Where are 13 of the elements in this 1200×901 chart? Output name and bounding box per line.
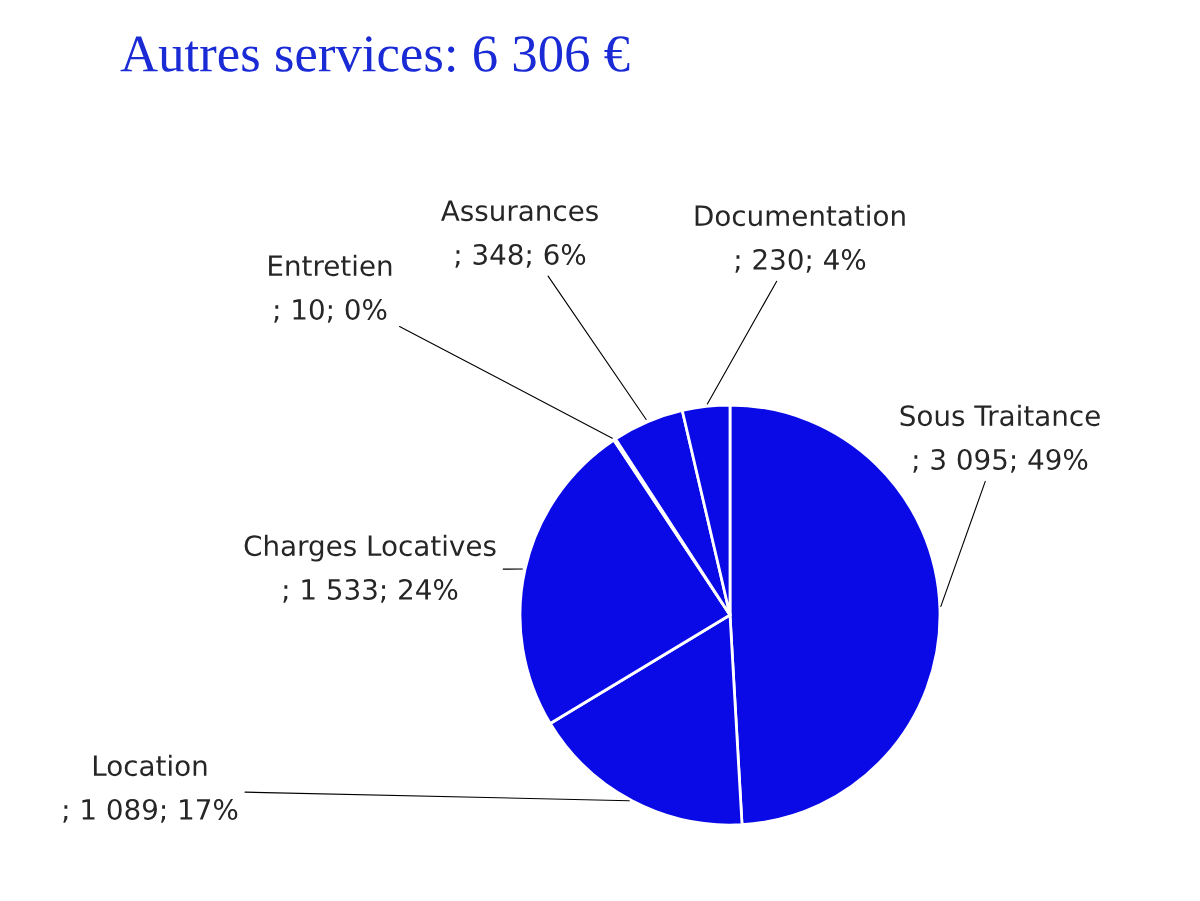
slice-label: Charges Locatives <box>244 534 496 562</box>
data-label: ; 1 533; 24% <box>283 578 458 603</box>
chart-title: Autres services: 6 306 € <box>120 36 630 73</box>
data-label: ; 10; 0% <box>274 298 387 323</box>
data-label: ; 1 089; 17% <box>63 798 238 823</box>
data-label: ; 348; 6% <box>455 243 586 268</box>
data-label: ; 3 095; 49% <box>913 448 1088 473</box>
data-label: ; 230; 4% <box>735 248 866 273</box>
slice-label: Sous Traitance <box>900 404 1100 427</box>
slice-label: Documentation <box>695 204 905 227</box>
slice-label: Assurances <box>441 200 598 222</box>
slice-label: Entretien <box>269 254 392 277</box>
slice-label: Location <box>93 754 207 777</box>
